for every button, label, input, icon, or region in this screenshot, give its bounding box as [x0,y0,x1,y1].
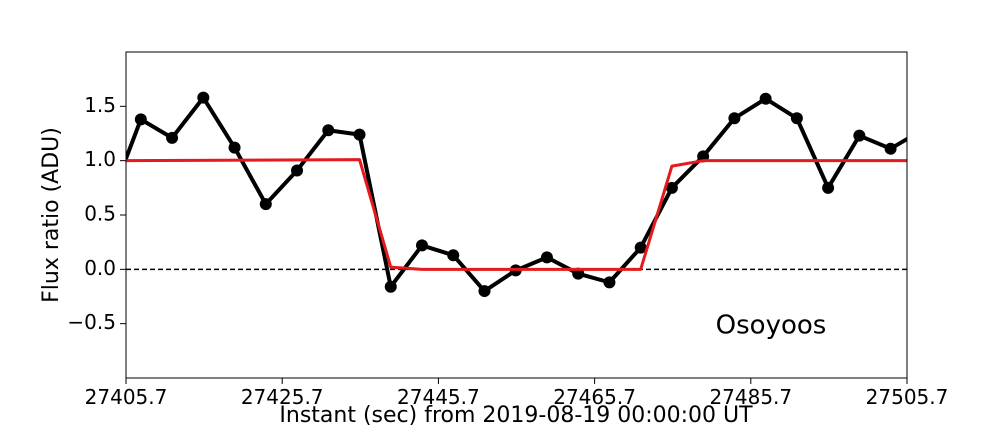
data-point [540,251,553,264]
data-point [916,124,928,136]
y-tick-label: 0.0 [84,256,116,280]
data-point [384,280,397,293]
data-point [166,131,179,144]
data-point [822,181,835,194]
data-point [415,239,428,252]
data-point [853,129,866,142]
data-point [134,113,147,126]
data-point [353,128,366,141]
plot-frame [125,51,908,379]
x-tick-label: 27405.7 [85,385,168,409]
x-tick-label: 27445.7 [397,385,480,409]
data-point [603,276,616,289]
data-point [228,141,241,154]
series-line [126,158,907,271]
y-tick-label: 0.5 [84,202,116,226]
data-point [759,92,772,105]
data-point [447,249,460,262]
data-point [259,198,272,211]
y-tick-label: 1.5 [84,93,116,117]
plot-area [126,91,928,298]
x-tick-label: 27465.7 [553,385,636,409]
data-point [634,241,647,254]
data-point [197,91,210,104]
x-tick-label: 27425.7 [241,385,324,409]
data-point [322,124,335,137]
y-tick-label: 1.0 [84,147,116,171]
data-point [478,285,491,298]
annotation: Osoyoos [716,311,827,341]
data-point [728,112,741,125]
y-axis-label: Flux ratio (ADU) [39,127,64,303]
series-line [126,95,907,294]
y-tick-label: −0.5 [67,310,116,334]
data-point [884,142,897,155]
data-point [665,181,678,194]
x-tick-label: 27485.7 [709,385,792,409]
data-point [291,164,304,177]
data-point [790,112,803,125]
x-axis-label: Instant (sec) from 2019-08-19 00:00:00 U… [279,403,753,428]
x-tick-label: 27505.7 [866,385,949,409]
